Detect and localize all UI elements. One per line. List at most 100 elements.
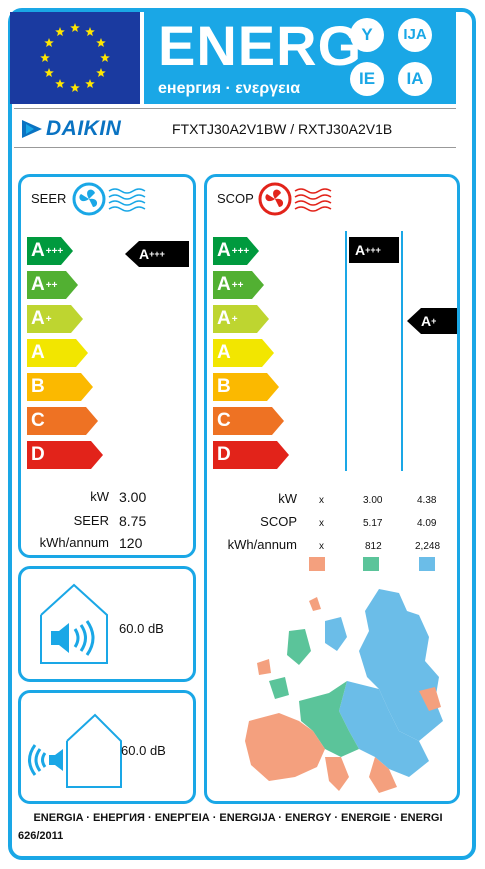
seer-class-letter: A: [31, 308, 45, 329]
cooling-fan-icon: [72, 182, 146, 216]
footer-languages: ENERGIA · ЕНЕРГИЯ · ΕΝΕΡΓΕΙΑ · ENERGIJA …: [33, 812, 443, 824]
scop-class-arrow: A +++: [213, 237, 259, 265]
scop-row-scop-c1: x: [319, 518, 324, 529]
seer-class-sup: +: [45, 313, 52, 325]
outdoor-noise-panel: 60.0 dB: [18, 690, 196, 804]
energ-subtitle: енергия · ενεργεια: [158, 80, 301, 97]
scop-column-divider-right: [401, 231, 403, 471]
eu-star-icon: [100, 53, 110, 62]
scop-class-letter: A: [217, 342, 231, 363]
scop-warm-sup: +: [431, 316, 437, 326]
seer-row-seer-value: 8.75: [119, 513, 147, 529]
lang-bubble-ie: IE: [350, 62, 384, 96]
eu-star-icon: [70, 83, 80, 92]
indoor-noise-panel: 60.0 dB: [18, 566, 196, 682]
energ-title: ENERG: [158, 14, 363, 77]
daikin-triangle-icon: [22, 120, 42, 138]
lang-bubble-ia: IA: [398, 62, 432, 96]
outdoor-noise-readout: 60.0 dB: [121, 743, 166, 758]
seer-row-kwh-value: 120: [119, 535, 143, 551]
eu-flag: [10, 12, 140, 104]
model-row: DAIKIN FTXTJ30A2V1BW / RXTJ30A2V1B: [14, 108, 456, 148]
scop-row-kwh-c2: 812: [365, 541, 382, 552]
outdoor-speaker-house-icon: [28, 713, 122, 788]
indoor-speaker-house-icon: [40, 583, 108, 664]
lang-bubble-y: Y: [350, 18, 384, 52]
seer-class-letter: A: [31, 240, 45, 261]
indoor-noise-readout: 60.0 dB: [119, 621, 164, 636]
eu-star-icon: [85, 27, 95, 37]
scop-class-arrow: C: [213, 407, 284, 435]
seer-class-sup: +++: [45, 245, 64, 257]
seer-class-letter: C: [31, 410, 45, 431]
seer-class-sup: ++: [45, 279, 58, 291]
eu-star-icon: [55, 27, 65, 37]
climate-swatch-average: [363, 557, 379, 571]
eu-star-icon: [96, 68, 106, 77]
scop-class-arrow: D: [213, 441, 289, 469]
seer-class-arrow: A +: [27, 305, 83, 333]
climate-swatch-colder: [419, 557, 435, 571]
scop-row-kw-c2: 3.00: [363, 495, 383, 506]
model-number: FTXTJ30A2V1BW / RXTJ30A2V1B: [172, 121, 393, 137]
eu-stars-icon: [40, 23, 110, 92]
eu-star-icon: [96, 38, 106, 47]
scop-average-sup: +++: [365, 245, 381, 255]
seer-class-arrow: A ++: [27, 271, 78, 299]
scop-class-arrow: A ++: [213, 271, 264, 299]
brand-name: DAIKIN: [46, 117, 122, 140]
seer-row-kw-label: kW: [90, 489, 109, 504]
outdoor-noise-value: 60.0: [121, 743, 147, 758]
eu-star-icon: [40, 53, 50, 62]
scop-average-letter: A: [355, 242, 366, 258]
scop-class-letter: A: [217, 240, 231, 261]
seer-title: SEER: [31, 191, 67, 206]
outdoor-noise-unit: dB: [149, 743, 166, 758]
seer-row-seer-label: SEER: [73, 513, 109, 528]
scop-class-sup: ++: [231, 279, 244, 291]
scop-class-arrow: A: [213, 339, 274, 367]
seer-rating-letter: A: [139, 246, 150, 262]
eu-star-icon: [55, 79, 65, 88]
seer-class-letter: A: [31, 274, 45, 295]
seer-rating-marker: A +++: [125, 241, 189, 267]
europe-climate-map: [245, 589, 443, 793]
eu-star-icon: [44, 38, 54, 47]
scop-column-divider-left: [345, 231, 347, 471]
eu-star-icon: [44, 68, 54, 77]
eu-star-icon: [70, 23, 80, 32]
scop-class-sup: +++: [231, 245, 250, 257]
daikin-logo: DAIKIN: [22, 117, 121, 141]
scop-row-kwh-c3: 2,248: [415, 541, 441, 552]
scop-class-arrow: B: [213, 373, 279, 401]
indoor-noise-value: 60.0: [119, 621, 145, 636]
scop-title: SCOP: [217, 191, 254, 206]
scop-panel: SCOP A +++ A ++ A + A B C D A +++ A + kW x 3.00 4.3…: [204, 174, 460, 804]
scop-warm-letter: A: [421, 313, 432, 329]
seer-panel: SEER A +++ A ++ A + A B C D A +++ kW 3.00 SEER 8.7…: [18, 174, 196, 558]
scop-average-marker: A +++: [349, 237, 399, 263]
eu-star-icon: [85, 79, 95, 88]
seer-class-letter: B: [31, 376, 45, 397]
seer-row-kwh-label: kWh/annum: [39, 535, 109, 550]
scop-row-kwh-label: kWh/annum: [227, 537, 297, 552]
scop-class-sup: +: [231, 313, 238, 325]
scop-warm-marker: A +: [407, 308, 457, 334]
energy-title-box: ENERG енергия · ενεργεια Y IJA IE IA: [144, 12, 456, 104]
scop-row-scop-label: SCOP: [260, 514, 297, 529]
seer-class-arrow: A +++: [27, 237, 73, 265]
scop-row-kwh-c1: x: [319, 541, 324, 552]
seer-class-letter: A: [31, 342, 45, 363]
scop-class-letter: B: [217, 376, 231, 397]
scop-row-scop-c3: 4.09: [417, 518, 437, 529]
scop-row-scop-c2: 5.17: [363, 518, 383, 529]
seer-class-letter: D: [31, 444, 45, 465]
scop-class-letter: A: [217, 308, 231, 329]
seer-class-arrow: B: [27, 373, 93, 401]
scop-class-arrow: A +: [213, 305, 269, 333]
heating-fan-icon: [258, 182, 332, 216]
label-header: ENERG енергия · ενεργεια Y IJA IE IA: [10, 12, 456, 104]
seer-row-kw-value: 3.00: [119, 489, 147, 505]
scop-row-kw-c1: x: [319, 495, 324, 506]
footer-regulation: 626/2011: [18, 830, 64, 842]
